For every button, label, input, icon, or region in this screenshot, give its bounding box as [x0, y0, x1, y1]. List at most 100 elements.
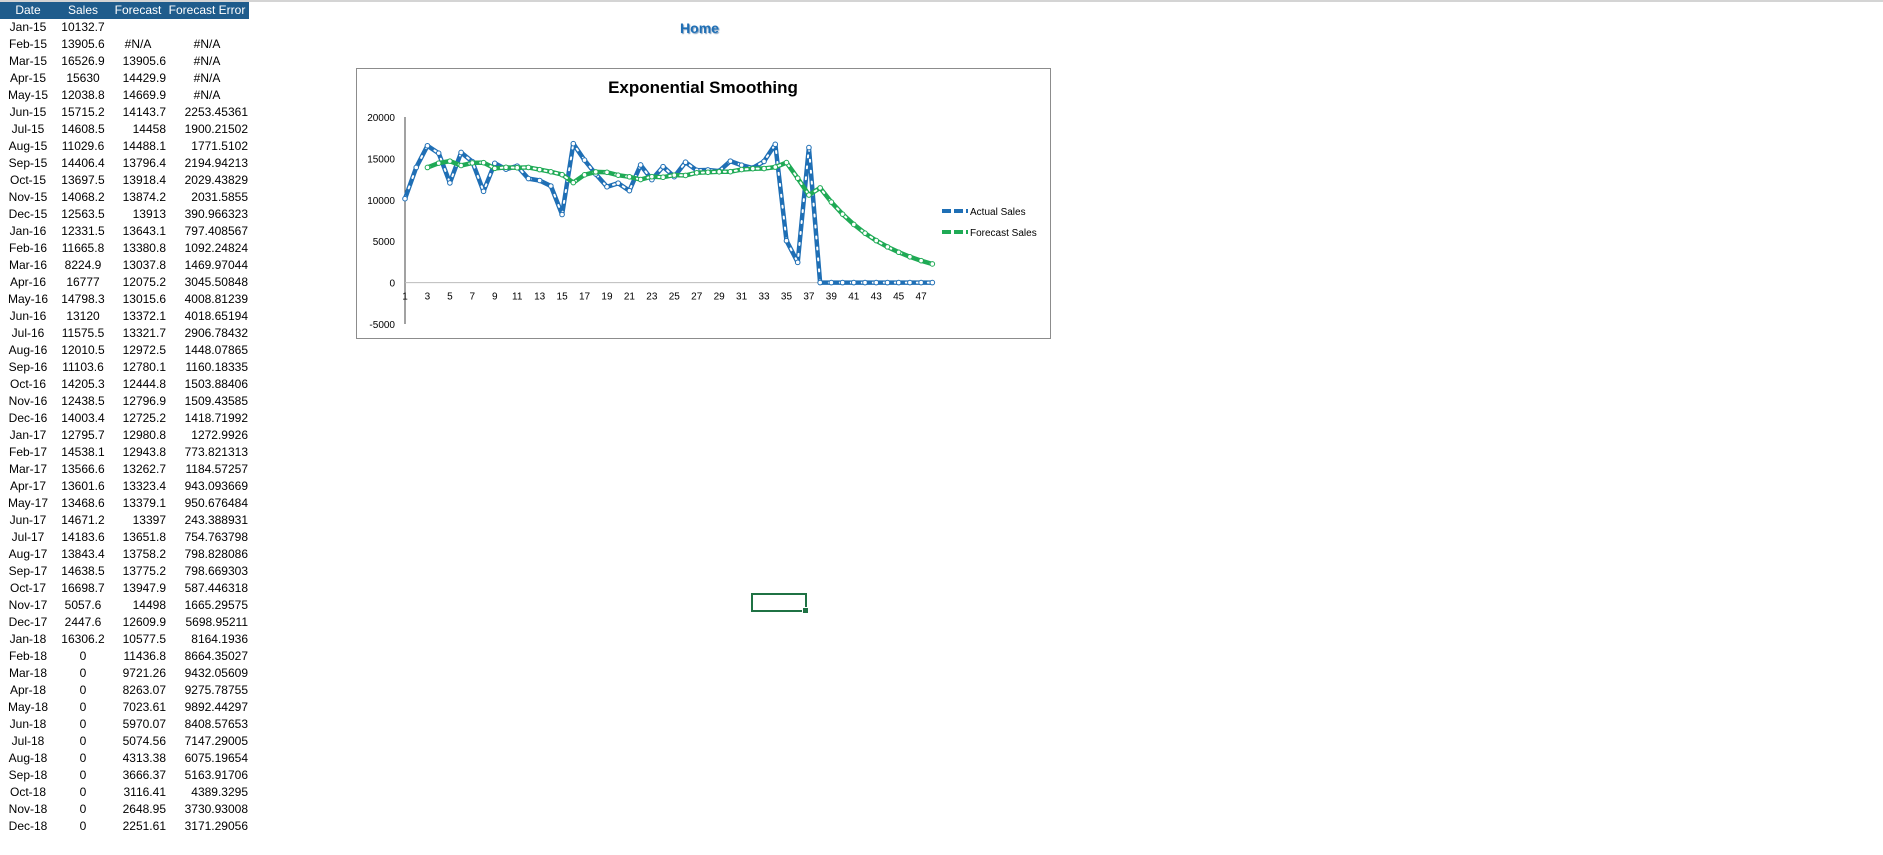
- date-cell[interactable]: Feb-18: [8, 649, 48, 663]
- sales-cell[interactable]: 2447.6: [64, 615, 102, 629]
- date-cell[interactable]: Apr-18: [9, 683, 47, 697]
- date-cell[interactable]: Jun-16: [9, 309, 47, 323]
- sales-cell[interactable]: 14798.3: [61, 292, 105, 306]
- header-forecast[interactable]: Forecast: [114, 3, 162, 17]
- date-cell[interactable]: Aug-15: [8, 139, 48, 153]
- forecast-cell[interactable]: 2648.95: [122, 802, 166, 816]
- forecast-cell[interactable]: 13379.1: [122, 496, 166, 510]
- sales-cell[interactable]: 11575.5: [61, 326, 105, 340]
- forecast-cell[interactable]: 12075.2: [122, 275, 166, 289]
- forecast-error-cell[interactable]: 1092.24824: [184, 241, 248, 255]
- header-forecast-error[interactable]: Forecast Error: [168, 3, 246, 17]
- sales-cell[interactable]: 13601.6: [61, 479, 105, 493]
- forecast-error-cell[interactable]: #N/A: [193, 54, 221, 68]
- date-cell[interactable]: Apr-16: [9, 275, 47, 289]
- date-cell[interactable]: Jan-17: [9, 428, 47, 442]
- forecast-error-cell[interactable]: 9892.44297: [184, 700, 248, 714]
- forecast-cell[interactable]: 13947.9: [122, 581, 166, 595]
- sales-cell[interactable]: 10132.7: [61, 20, 105, 34]
- forecast-cell[interactable]: 13775.2: [122, 564, 166, 578]
- sales-cell[interactable]: 14406.4: [61, 156, 105, 170]
- date-cell[interactable]: Mar-17: [8, 462, 47, 476]
- forecast-error-cell[interactable]: 2031.5855: [191, 190, 248, 204]
- date-cell[interactable]: Aug-16: [8, 343, 48, 357]
- date-cell[interactable]: Mar-15: [8, 54, 47, 68]
- sales-cell[interactable]: 13843.4: [61, 547, 105, 561]
- sales-cell[interactable]: 14183.6: [61, 530, 105, 544]
- date-cell[interactable]: Jan-16: [9, 224, 47, 238]
- header-date[interactable]: Date: [15, 3, 41, 17]
- forecast-cell[interactable]: 13397: [132, 513, 166, 527]
- date-cell[interactable]: May-18: [7, 700, 48, 714]
- forecast-error-cell[interactable]: 2194.94213: [184, 156, 248, 170]
- sales-cell[interactable]: 13697.5: [61, 173, 105, 187]
- sales-cell[interactable]: 14608.5: [61, 122, 105, 136]
- forecast-cell[interactable]: 14488.1: [122, 139, 166, 153]
- forecast-error-cell[interactable]: 2906.78432: [184, 326, 248, 340]
- sales-cell[interactable]: 16698.7: [61, 581, 105, 595]
- forecast-cell[interactable]: 12972.5: [122, 343, 166, 357]
- date-cell[interactable]: Oct-18: [9, 785, 46, 799]
- header-sales[interactable]: Sales: [67, 3, 99, 17]
- forecast-error-cell[interactable]: 1900.21502: [184, 122, 248, 136]
- forecast-cell[interactable]: 3116.41: [123, 785, 167, 799]
- forecast-cell[interactable]: 14458: [132, 122, 166, 136]
- forecast-error-cell[interactable]: 3045.50848: [184, 275, 248, 289]
- forecast-error-cell[interactable]: 9275.78755: [184, 683, 248, 697]
- forecast-error-cell[interactable]: 4389.3295: [191, 785, 248, 799]
- sales-cell[interactable]: 14205.3: [61, 377, 105, 391]
- forecast-cell[interactable]: 13015.6: [122, 292, 166, 306]
- forecast-cell[interactable]: 8263.07: [122, 683, 166, 697]
- sales-cell[interactable]: 0: [79, 734, 87, 748]
- date-cell[interactable]: Oct-15: [9, 173, 46, 187]
- forecast-error-cell[interactable]: 4018.65194: [184, 309, 248, 323]
- sales-cell[interactable]: 14538.1: [61, 445, 105, 459]
- forecast-error-cell[interactable]: 1771.5102: [191, 139, 248, 153]
- forecast-cell[interactable]: 3666.37: [122, 768, 166, 782]
- sales-cell[interactable]: 16777: [66, 275, 100, 289]
- sales-cell[interactable]: 14638.5: [61, 564, 105, 578]
- sales-cell[interactable]: 13905.6: [61, 37, 105, 51]
- sales-cell[interactable]: 0: [79, 717, 87, 731]
- forecast-cell[interactable]: 5074.56: [122, 734, 166, 748]
- date-cell[interactable]: Sep-18: [8, 768, 48, 782]
- sales-cell[interactable]: 11665.8: [61, 241, 105, 255]
- sales-cell[interactable]: 13120: [66, 309, 100, 323]
- forecast-error-cell[interactable]: 6075.19654: [184, 751, 248, 765]
- date-cell[interactable]: Jul-18: [11, 734, 45, 748]
- forecast-error-cell[interactable]: 2029.43829: [184, 173, 248, 187]
- forecast-cell[interactable]: 12725.2: [122, 411, 166, 425]
- forecast-cell[interactable]: 13913: [132, 207, 166, 221]
- forecast-error-cell[interactable]: 950.676484: [184, 496, 248, 510]
- sales-cell[interactable]: 8224.9: [64, 258, 102, 272]
- date-cell[interactable]: Feb-15: [8, 37, 48, 51]
- sales-cell[interactable]: 12038.8: [61, 88, 105, 102]
- forecast-cell[interactable]: 14669.9: [122, 88, 166, 102]
- sales-cell[interactable]: 16306.2: [61, 632, 105, 646]
- forecast-error-cell[interactable]: 1503.88406: [184, 377, 248, 391]
- sales-cell[interactable]: 0: [79, 819, 87, 833]
- forecast-error-cell[interactable]: 3171.29056: [184, 819, 248, 833]
- forecast-cell[interactable]: 14429.9: [122, 71, 166, 85]
- date-cell[interactable]: May-15: [7, 88, 48, 102]
- sales-cell[interactable]: 12331.5: [61, 224, 105, 238]
- sales-cell[interactable]: 13566.6: [61, 462, 105, 476]
- sales-cell[interactable]: 11029.6: [61, 139, 105, 153]
- date-cell[interactable]: Sep-17: [8, 564, 48, 578]
- chart-area[interactable]: Exponential Smoothing 20000 15000 10000 5000…: [356, 68, 1051, 339]
- date-cell[interactable]: Oct-16: [9, 377, 46, 391]
- forecast-error-cell[interactable]: 1272.9926: [191, 428, 248, 442]
- date-cell[interactable]: Jun-17: [9, 513, 47, 527]
- forecast-cell[interactable]: 11436.8: [123, 649, 167, 663]
- forecast-error-cell[interactable]: 1665.29575: [184, 598, 248, 612]
- forecast-cell[interactable]: 12980.8: [122, 428, 166, 442]
- date-cell[interactable]: Nov-16: [8, 394, 48, 408]
- sales-cell[interactable]: 14068.2: [61, 190, 105, 204]
- date-cell[interactable]: Dec-15: [8, 207, 48, 221]
- sales-cell[interactable]: 12010.5: [61, 343, 105, 357]
- forecast-error-cell[interactable]: 943.093669: [184, 479, 248, 493]
- sales-cell[interactable]: 0: [79, 802, 87, 816]
- forecast-cell[interactable]: 13918.4: [122, 173, 166, 187]
- date-cell[interactable]: Aug-18: [8, 751, 48, 765]
- forecast-error-cell[interactable]: 1469.97044: [184, 258, 248, 272]
